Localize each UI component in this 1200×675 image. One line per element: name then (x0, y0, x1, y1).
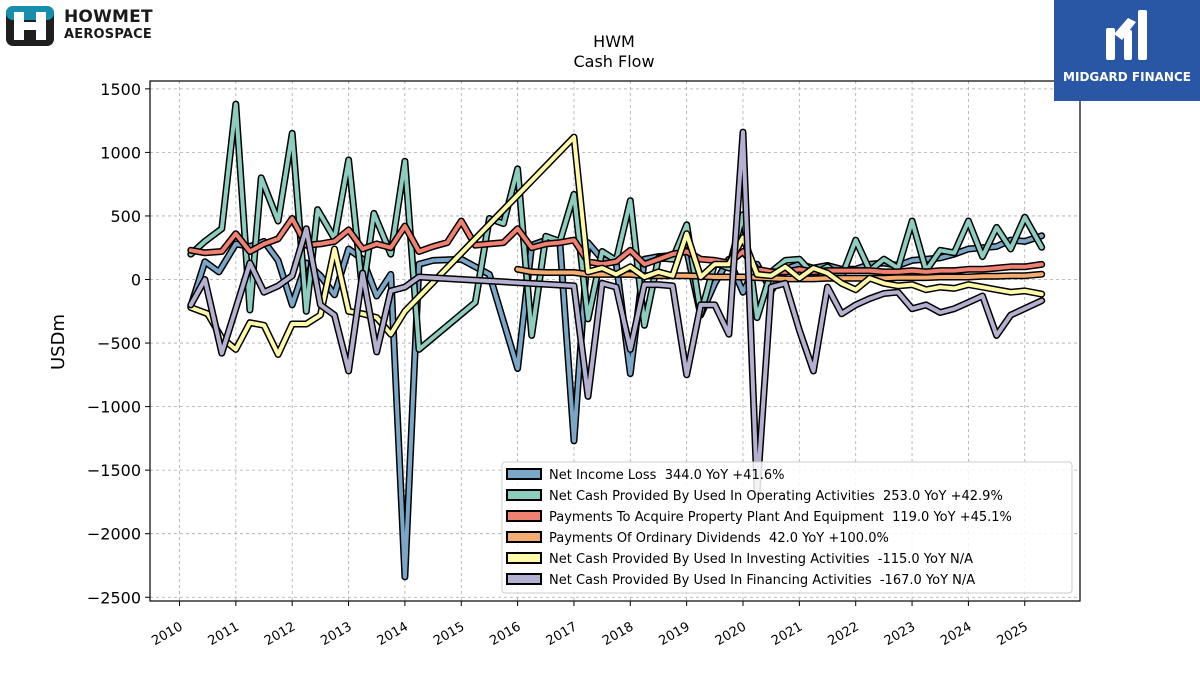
y-tick-label: 500 (110, 207, 141, 226)
x-tick-label: 2023 (882, 619, 918, 649)
legend-label: Net Cash Provided By Used In Financing A… (549, 573, 975, 588)
x-tick-label: 2016 (487, 619, 523, 649)
howmet-logo-icon (6, 6, 54, 46)
legend-label: Net Cash Provided By Used In Investing A… (549, 552, 973, 567)
brand-line-2: AEROSPACE (64, 27, 152, 42)
midgard-logo-icon (1106, 10, 1147, 60)
x-tick-label: 2013 (318, 619, 354, 649)
x-tick-label: 2015 (431, 619, 467, 649)
chart-subtitle: Cash Flow (573, 52, 654, 71)
plot-frame (149, 80, 1081, 602)
legend-label: Net Cash Provided By Used In Operating A… (549, 489, 1003, 504)
watermark-text: MIDGARD FINANCE (1063, 70, 1191, 84)
y-tick-label: 1500 (100, 80, 141, 99)
howmet-logo: HOWMET AEROSPACE (6, 6, 166, 46)
x-tick-label: 2022 (826, 619, 862, 649)
y-tick-label: 1000 (100, 143, 141, 162)
y-tick-label: 0 (131, 271, 141, 290)
legend-swatch (506, 552, 542, 564)
x-tick-label: 2014 (375, 619, 411, 649)
legend-label: Payments Of Ordinary Dividends 42.0 YoY … (549, 531, 889, 546)
series-net-cash-provided-by-used-in-investing-activities (187, 133, 1046, 358)
legend-box (501, 461, 1073, 594)
chart-title: HWM (593, 32, 635, 51)
series-lines (187, 100, 1046, 581)
series-line (188, 102, 1044, 352)
y-axis-ticks: 1500 1000 500 0 −500 −1000 −1500 −2000 −2500 (87, 80, 150, 607)
series-net-cash-provided-by-used-in-operating-activities (187, 100, 1046, 353)
y-tick-label: −500 (97, 334, 141, 353)
legend-swatch (506, 489, 542, 501)
legend-swatch (506, 573, 542, 585)
y-tick-label: −1000 (87, 398, 141, 417)
legend: Net Income Loss 344.0 YoY +41.6% Net Cash… (501, 461, 1073, 594)
legend-swatch (506, 468, 542, 480)
brand-line-1: HOWMET (64, 7, 153, 27)
series-payments-to-acquire-property-plant-and-equipment (187, 215, 1046, 276)
midgard-watermark: MIDGARD FINANCE (1054, 0, 1200, 101)
y-axis-label: USDm (48, 314, 69, 370)
x-tick-label: 2017 (544, 619, 580, 649)
legend-swatch (506, 531, 542, 543)
legend-swatch (506, 510, 542, 522)
x-tick-label: 2020 (713, 619, 749, 649)
y-tick-label: −1500 (87, 461, 141, 480)
x-tick-label: 2021 (769, 619, 805, 649)
x-tick-label: 2011 (206, 619, 242, 649)
y-tick-label: −2500 (87, 588, 141, 607)
x-tick-label: 2024 (938, 619, 974, 649)
x-axis-ticks: 2010 2011 2012 2013 2014 2015 2016 2017 2018 2019… (149, 601, 1031, 649)
series-payments-of-ordinary-dividends (514, 265, 1046, 283)
series-line (515, 267, 1044, 281)
series-line (188, 130, 1044, 494)
series-net-cash-provided-by-used-in-financing-activities (187, 128, 1046, 496)
x-tick-label: 2025 (995, 619, 1031, 649)
x-tick-label: 2018 (600, 619, 636, 649)
y-tick-label: −2000 (87, 525, 141, 544)
x-tick-label: 2019 (656, 619, 692, 649)
x-tick-label: 2010 (149, 619, 185, 649)
series-line (188, 135, 1044, 357)
legend-label: Net Income Loss 344.0 YoY +41.6% (549, 468, 784, 483)
x-tick-label: 2012 (262, 619, 298, 649)
legend-label: Payments To Acquire Property Plant And E… (549, 510, 1012, 525)
series-line (188, 216, 1044, 274)
